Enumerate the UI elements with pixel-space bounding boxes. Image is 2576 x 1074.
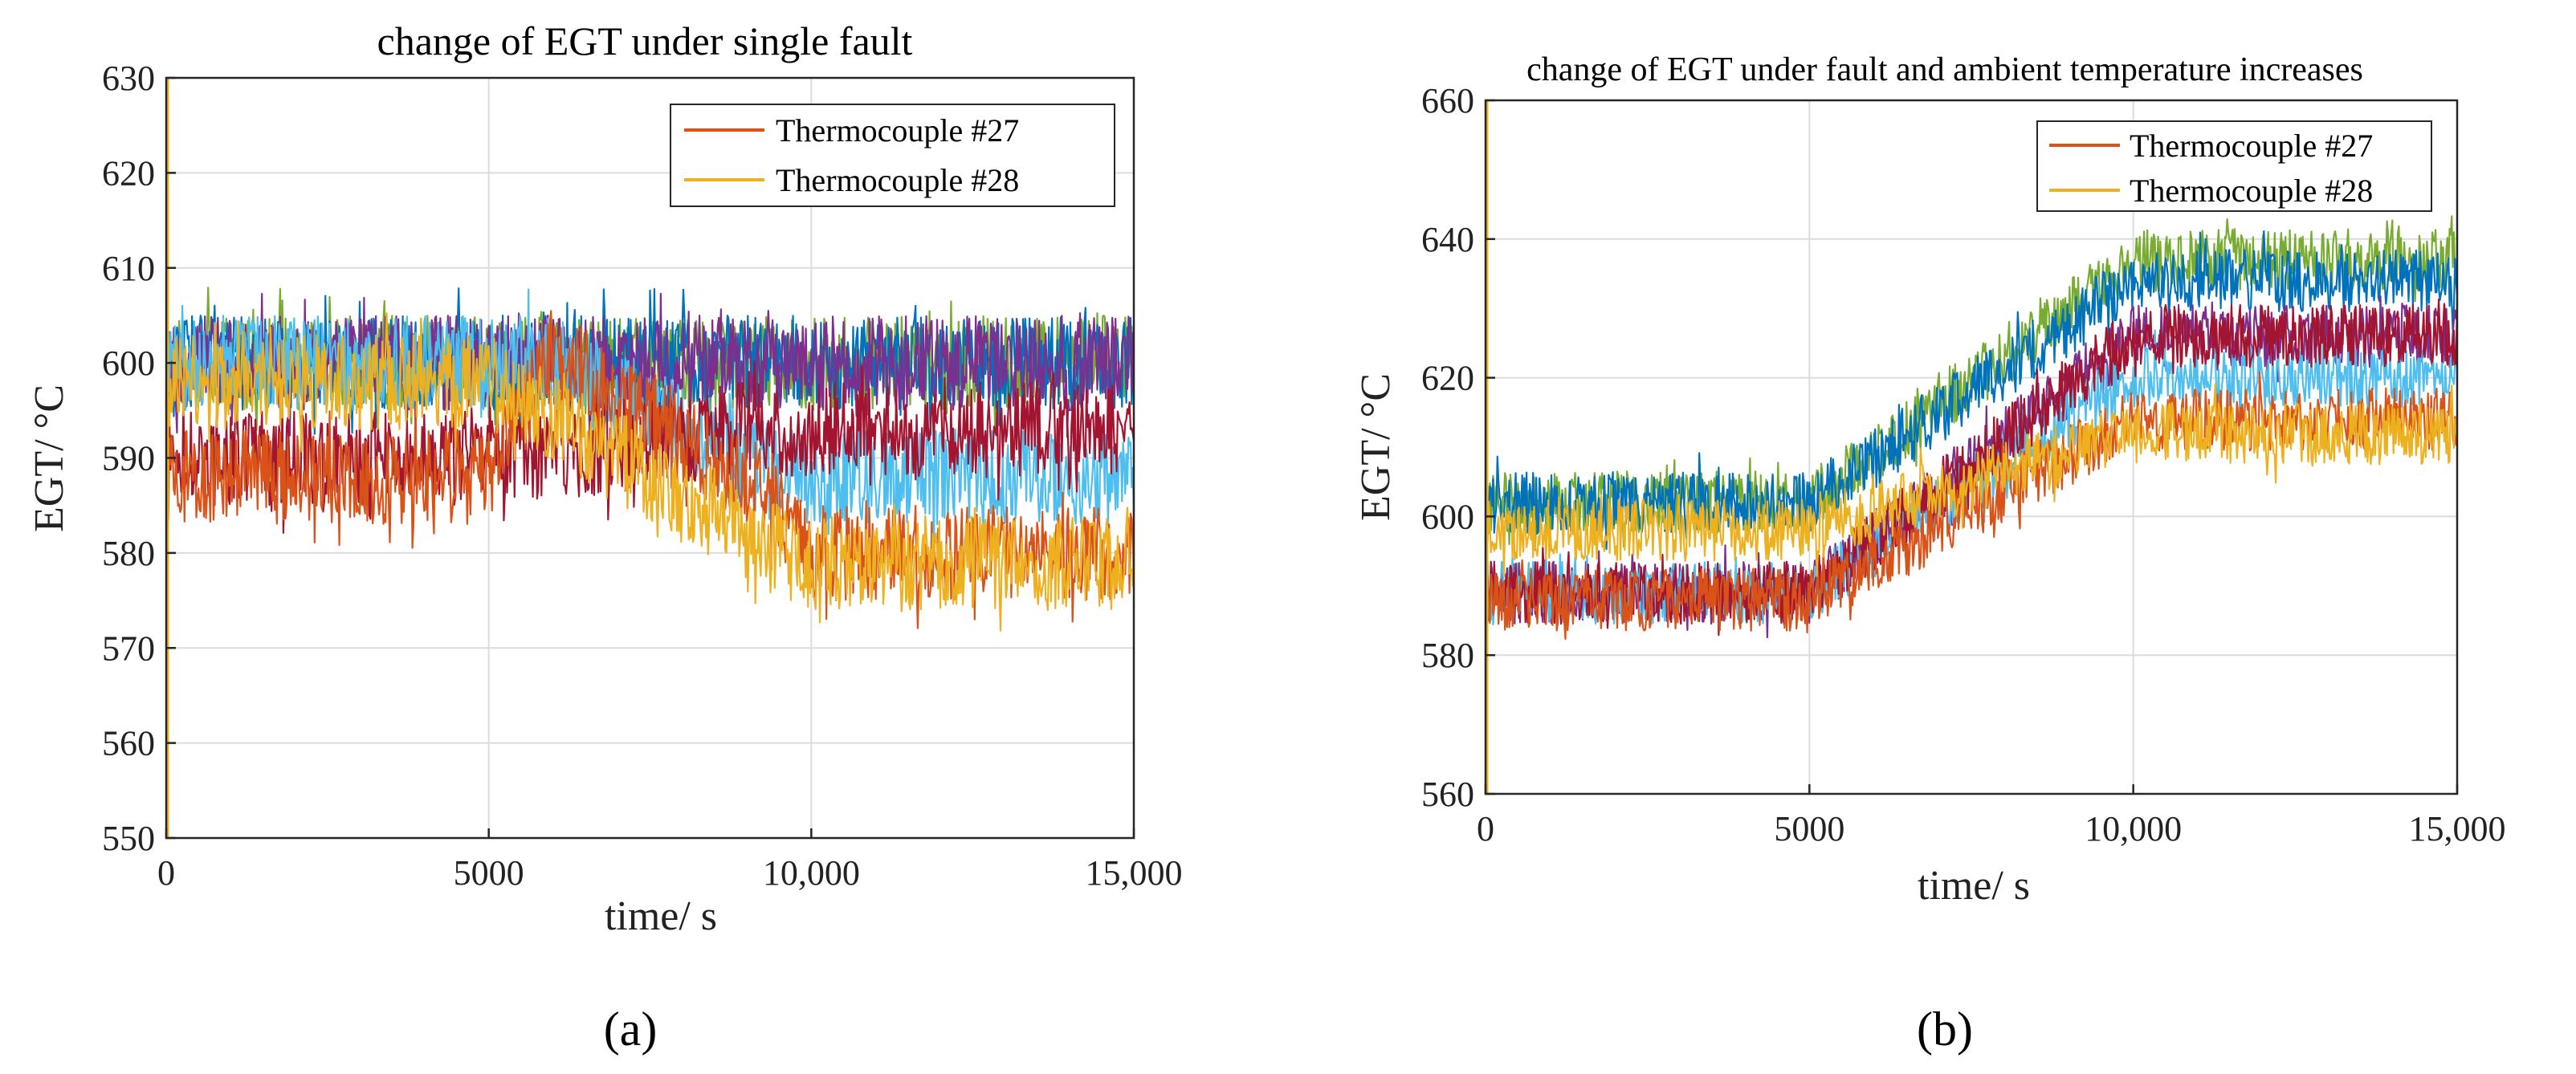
- chart-b-ytick-label: 660: [1421, 81, 1474, 120]
- chart-b-series-dark-red-band: [1484, 299, 2459, 637]
- chart-b-legend: Thermocouple #27 Thermocouple #28: [2036, 120, 2432, 212]
- chart-b-legend-label-27: Thermocouple #27: [2130, 128, 2373, 164]
- chart-b-legend-label-28: Thermocouple #28: [2130, 173, 2373, 209]
- chart-a-ytick-label: 630: [102, 59, 155, 98]
- chart-a-ytick-label: 560: [102, 724, 155, 763]
- chart-b-ytick-label: 600: [1421, 497, 1474, 536]
- chart-a-series-dark-red-band: [165, 360, 1135, 534]
- chart-a-series-thermocouple-27: [165, 310, 1135, 629]
- chart-a-ytick-label: 620: [102, 153, 155, 193]
- chart-a-legend-label-27: Thermocouple #27: [776, 112, 1019, 148]
- chart-b-ylabel: EGT/ °C: [1353, 373, 1399, 521]
- chart-b-xtick-label: 5000: [1774, 809, 1844, 848]
- chart-b-title: change of EGT under fault and ambient te…: [1526, 51, 2363, 88]
- chart-a-xtick-label: 5000: [454, 853, 524, 893]
- chart-b-series-blue-band: [1484, 230, 2459, 551]
- chart-a-series-thermocouple-28: [165, 311, 1135, 632]
- chart-b-xlabel: time/ s: [1918, 863, 2030, 909]
- chart-a-xtick-label: 10,000: [763, 853, 860, 893]
- chart-b-xtick-label: 15,000: [2409, 809, 2506, 848]
- chart-a-ytick-label: 610: [102, 249, 155, 288]
- chart-b-ytick-label: 580: [1421, 636, 1474, 675]
- chart-a-ytick-label: 600: [102, 344, 155, 383]
- chart-a-ylabel: EGT/ °C: [26, 384, 72, 532]
- chart-a-ytick-label: 580: [102, 534, 155, 573]
- chart-b-xtick-label: 0: [1477, 809, 1494, 848]
- chart-a-ytick-label: 570: [102, 629, 155, 668]
- chart-b-series-green-band: [1484, 215, 2459, 551]
- chart-b-ytick-label: 640: [1421, 220, 1474, 259]
- chart-a-xlabel: time/ s: [605, 893, 717, 939]
- chart-a-ytick-label: 590: [102, 439, 155, 478]
- chart-b-legend-box: [2036, 120, 2432, 212]
- chart-a-legend-box: [670, 104, 1115, 207]
- chart-b: change of EGT under fault and ambient te…: [1353, 51, 2506, 1056]
- chart-b-ticks: 0 5000 10,000 15,000 560 580 600 620 640 660: [1421, 81, 2506, 848]
- chart-a-ticks: 0 5000 10,000 15,000 550 560 570 580 590 600 610 62…: [102, 59, 1183, 893]
- chart-b-series-thermocouple-28: [1484, 383, 2459, 578]
- chart-a-legend: Thermocouple #27 Thermocouple #28: [670, 104, 1115, 207]
- chart-a-legend-label-28: Thermocouple #28: [776, 162, 1019, 198]
- chart-b-panel-label: (b): [1917, 1003, 1973, 1056]
- chart-a-ytick-label: 550: [102, 819, 155, 858]
- chart-b-ytick-label: 620: [1421, 359, 1474, 398]
- chart-a: change of EGT under single fault 0 5000 10…: [26, 18, 1183, 1056]
- chart-b-xtick-label: 10,000: [2085, 809, 2182, 848]
- chart-a-panel-label: (a): [604, 1003, 658, 1056]
- chart-b-frame: [1484, 99, 2459, 795]
- chart-b-series: [1484, 100, 2459, 794]
- chart-a-xtick-label: 15,000: [1086, 853, 1183, 893]
- chart-a-title: change of EGT under single fault: [377, 18, 913, 63]
- chart-b-ytick-label: 560: [1421, 775, 1474, 814]
- chart-a-xtick-label: 0: [157, 853, 175, 893]
